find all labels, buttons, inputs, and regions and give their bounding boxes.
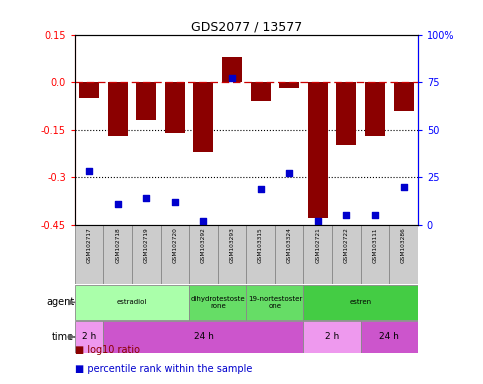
Point: [199, 218, 207, 224]
Bar: [303, 225, 332, 284]
Text: GSM103292: GSM103292: [201, 227, 206, 263]
Text: 2 h: 2 h: [82, 333, 96, 341]
Text: ■ percentile rank within the sample: ■ percentile rank within the sample: [75, 364, 252, 374]
Bar: [275, 225, 303, 284]
Text: GSM102720: GSM102720: [172, 227, 177, 263]
Bar: [246, 225, 275, 284]
Bar: [75, 321, 103, 353]
Point: [257, 185, 265, 192]
Text: GSM102722: GSM102722: [344, 227, 349, 263]
Point: [342, 212, 350, 218]
Bar: [361, 225, 389, 284]
Bar: [361, 321, 418, 353]
Bar: [189, 225, 218, 284]
Text: 2 h: 2 h: [325, 333, 339, 341]
Bar: [160, 225, 189, 284]
Bar: [303, 285, 418, 320]
Point: [142, 195, 150, 201]
Text: 24 h: 24 h: [379, 333, 399, 341]
Bar: [246, 285, 303, 320]
Point: [399, 184, 407, 190]
Text: 24 h: 24 h: [194, 333, 213, 341]
Point: [228, 75, 236, 81]
Text: GSM102721: GSM102721: [315, 227, 320, 263]
Bar: [79, 82, 99, 98]
Text: GSM102719: GSM102719: [144, 227, 149, 263]
Title: GDS2077 / 13577: GDS2077 / 13577: [191, 20, 302, 33]
Point: [114, 201, 122, 207]
Point: [314, 218, 322, 224]
Bar: [222, 57, 242, 82]
Text: GSM103315: GSM103315: [258, 227, 263, 263]
Text: GSM103111: GSM103111: [372, 227, 377, 263]
Bar: [365, 82, 385, 136]
Bar: [251, 82, 270, 101]
Point: [371, 212, 379, 218]
Text: 19-nortestoster
one: 19-nortestoster one: [248, 296, 302, 309]
Bar: [189, 285, 246, 320]
Bar: [279, 82, 299, 88]
Bar: [75, 285, 189, 320]
Text: time: time: [52, 332, 74, 342]
Text: GSM103293: GSM103293: [229, 227, 235, 263]
Bar: [389, 225, 418, 284]
Bar: [303, 321, 361, 353]
Bar: [218, 225, 246, 284]
Bar: [394, 82, 413, 111]
Text: estren: estren: [350, 300, 372, 305]
Text: GSM103324: GSM103324: [287, 227, 292, 263]
Point: [285, 170, 293, 176]
Point: [85, 168, 93, 174]
Text: estradiol: estradiol: [117, 300, 147, 305]
Text: GSM103286: GSM103286: [401, 227, 406, 263]
Bar: [108, 82, 128, 136]
Text: dihydrotestoste
rone: dihydrotestoste rone: [190, 296, 245, 309]
Bar: [136, 82, 156, 120]
Text: GSM102717: GSM102717: [86, 227, 92, 263]
Bar: [165, 82, 185, 133]
Bar: [103, 321, 303, 353]
Bar: [194, 82, 213, 152]
Point: [171, 199, 179, 205]
Bar: [308, 82, 328, 218]
Bar: [75, 225, 103, 284]
Bar: [132, 225, 161, 284]
Bar: [332, 225, 361, 284]
Bar: [336, 82, 356, 146]
Text: ■ log10 ratio: ■ log10 ratio: [75, 345, 140, 355]
Text: GSM102718: GSM102718: [115, 227, 120, 263]
Text: agent: agent: [46, 297, 74, 308]
Bar: [103, 225, 132, 284]
